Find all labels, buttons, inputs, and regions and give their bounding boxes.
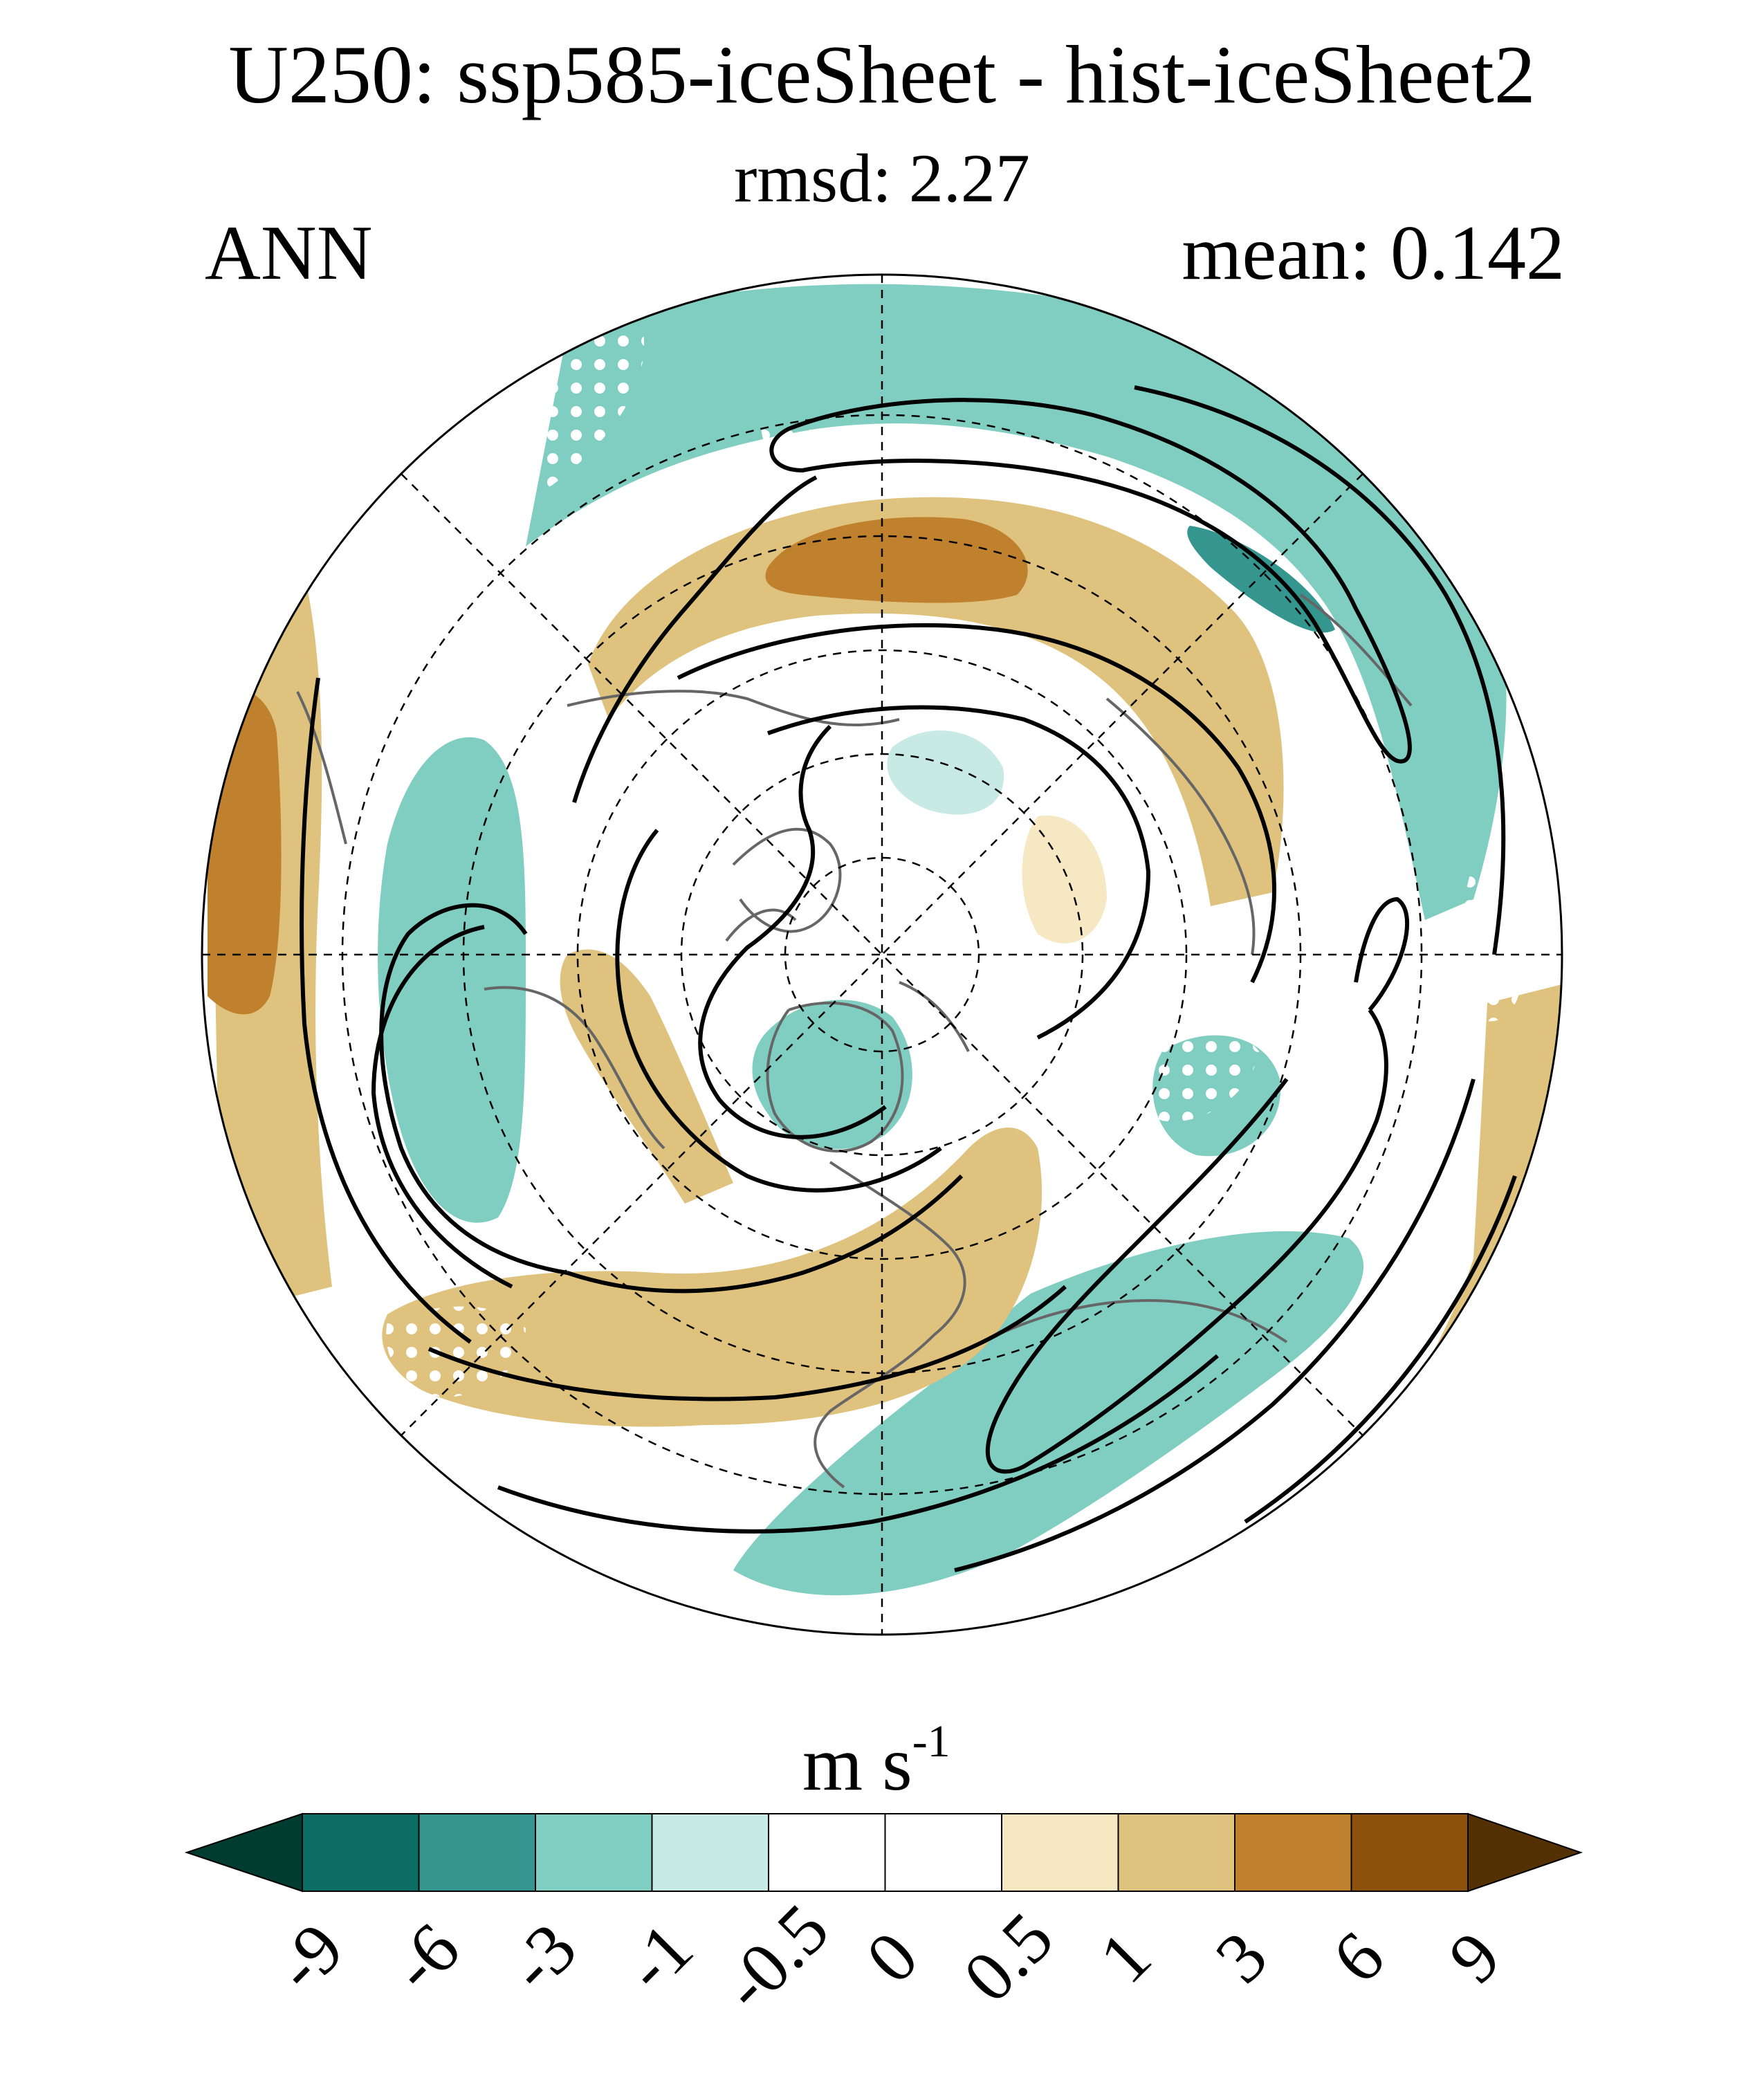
anomaly-tan-eurasia (588, 497, 1284, 906)
anomaly-teal-siberia (887, 730, 1004, 815)
mean-label: mean: 0.142 (1182, 210, 1565, 296)
colorbar-swatch (1350, 1813, 1469, 1892)
colorbar-units: m s-1 (802, 1719, 950, 1803)
climatology-contours (300, 385, 1517, 1572)
anomaly-teal-north (526, 284, 1507, 920)
colorbar-swatch (1234, 1813, 1352, 1892)
colorbar-swatch (1117, 1813, 1235, 1892)
anomaly-teal-pacific (733, 1231, 1364, 1596)
stippling-east (1462, 865, 1522, 1022)
units-base: m s (802, 1721, 912, 1807)
stippling-canada (578, 777, 657, 863)
anomaly-brown-west (208, 686, 282, 1015)
season-label: ANN (205, 210, 373, 296)
anomaly-teal-greenland (752, 1000, 912, 1150)
anomaly-teal-west (378, 737, 526, 1223)
units-exponent: -1 (912, 1716, 950, 1767)
colorbar-swatch (418, 1813, 536, 1892)
colorbar-swatch (1001, 1813, 1119, 1892)
anomaly-lighttan (1022, 815, 1107, 944)
colorbar-swatch (302, 1813, 420, 1892)
plot-title: U250: ssp585-iceSheet - hist-iceSheet2 (228, 28, 1536, 120)
colorbar-swatch (651, 1813, 769, 1892)
stippling-west (322, 540, 374, 697)
rmsd-label: rmsd: 2.27 (734, 140, 1030, 217)
anomaly-tan-atlantic (382, 1128, 1042, 1427)
colorbar-arrow-low (184, 1812, 303, 1893)
map-border (201, 273, 1563, 1636)
colorbar-swatch (768, 1813, 886, 1892)
stippling-atlantic (386, 1306, 526, 1397)
colorbar (184, 1812, 1583, 1893)
graticule (202, 275, 1562, 1635)
colorbar-swatch (884, 1813, 1002, 1892)
colorbar-swatch (535, 1813, 653, 1892)
stippling-pacific-north (1128, 1025, 1259, 1122)
anomaly-teal-alaska-core (1187, 526, 1335, 633)
colorbar-arrow-high (1467, 1812, 1583, 1893)
